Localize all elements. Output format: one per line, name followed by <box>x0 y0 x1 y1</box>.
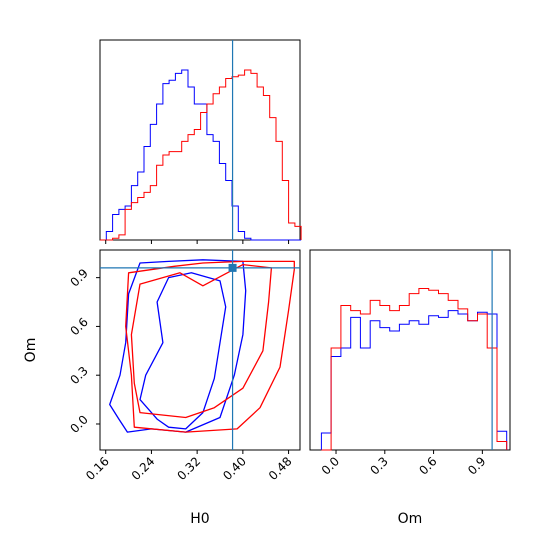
truth-lines-layer <box>100 40 493 450</box>
hist-om-series-2 <box>321 288 508 451</box>
x-axis-label-h0: H0 <box>190 511 209 527</box>
hist-h0-layer <box>100 69 302 241</box>
y-axis-label-om: Om <box>23 338 39 363</box>
contour-series_a-outer <box>109 259 247 433</box>
panel-hist-h0-frame <box>99 39 301 241</box>
contour-series_b-inner <box>130 263 273 419</box>
contour-series_a-inner <box>139 272 227 430</box>
contour-series_b-outer <box>125 260 295 433</box>
panel-hist-om-frame <box>309 249 511 451</box>
hist-h0-series-2 <box>100 69 302 241</box>
x-axis-label-om: Om <box>398 511 423 527</box>
truth-marker <box>228 263 237 272</box>
contours-layer <box>109 259 295 433</box>
hist-om-layer <box>320 288 508 451</box>
panel-2d-frame <box>99 249 301 451</box>
